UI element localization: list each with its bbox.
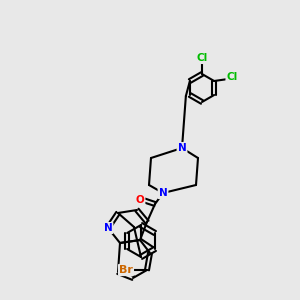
Text: Cl: Cl xyxy=(226,72,238,82)
Text: Cl: Cl xyxy=(196,53,208,63)
Text: Br: Br xyxy=(119,265,133,275)
Text: N: N xyxy=(159,188,167,198)
Text: N: N xyxy=(103,223,112,233)
Text: N: N xyxy=(178,143,186,153)
Text: O: O xyxy=(136,195,144,205)
